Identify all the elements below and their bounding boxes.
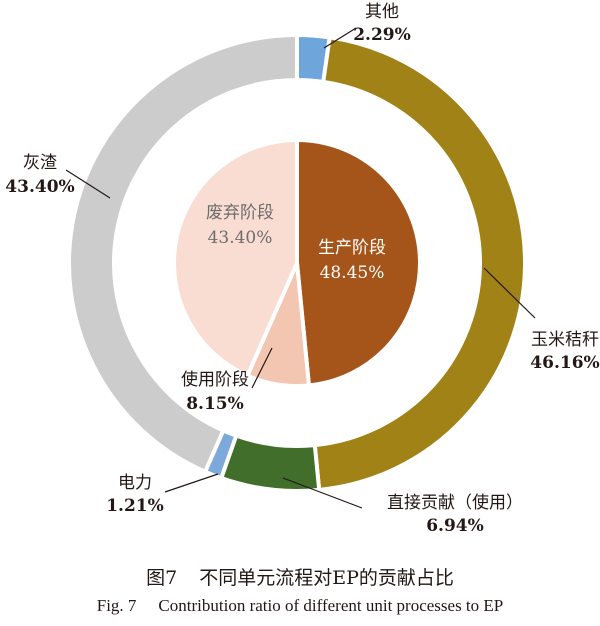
outer-label-name-1: 玉米秸秆 <box>531 330 599 350</box>
outer-leader-0 <box>323 27 357 49</box>
outer-ring <box>67 32 527 493</box>
caption-en-number: Fig. 7 <box>96 596 137 615</box>
outer-leader-3 <box>164 473 219 493</box>
caption-cn-number: 图7 <box>146 567 178 589</box>
slice-labels: 其他 2.29% 玉米秸秆 46.16% 直接贡献（使用） 6.94% 电力 1.21% 灰渣 4… <box>5 2 599 536</box>
outer-label-value-0: 2.29% <box>353 25 411 45</box>
figure-caption-chinese: 图7 不同单元流程对EP的贡献占比 <box>0 563 600 590</box>
outer-leader-4 <box>65 169 111 199</box>
inner-pie <box>172 137 422 388</box>
inner-slice-0 <box>295 137 422 388</box>
outer-leader-1 <box>483 267 536 319</box>
outer-slice-4 <box>67 32 299 475</box>
outer-label-value-4: 43.40% <box>5 177 74 197</box>
outer-label-value-1: 46.16% <box>530 353 599 373</box>
outer-slice-1 <box>312 35 527 493</box>
donut-chart: 其他 2.29% 玉米秸秆 46.16% 直接贡献（使用） 6.94% 电力 1.21% 灰渣 4… <box>5 2 599 536</box>
outer-label-name-3: 电力 <box>118 473 152 493</box>
inner-label-name-0: 生产阶段 <box>318 238 386 258</box>
inner-label-name-1: 使用阶段 <box>181 369 249 390</box>
inner-label-name-2: 废弃阶段 <box>206 203 274 223</box>
leader-lines <box>65 27 536 509</box>
caption-cn-text: 不同单元流程对EP的贡献占比 <box>199 567 454 589</box>
inner-label-value-2: 43.40% <box>208 228 273 248</box>
outer-slice-2 <box>218 433 322 493</box>
caption-en-text: Contribution ratio of different unit pro… <box>158 596 504 615</box>
inner-label-value-0: 48.45% <box>320 263 385 283</box>
outer-leader-2 <box>282 477 363 509</box>
outer-label-name-2: 直接贡献（使用） <box>387 492 523 513</box>
outer-label-value-2: 6.94% <box>426 516 484 536</box>
inner-slice-2 <box>172 137 299 379</box>
inner-label-value-1: 8.15% <box>186 394 244 414</box>
outer-label-name-0: 其他 <box>365 2 399 22</box>
inner-leader-1 <box>251 347 273 389</box>
figure-caption-english: Fig. 7 Contribution ratio of different un… <box>0 596 600 616</box>
outer-label-value-3: 1.21% <box>106 496 164 516</box>
outer-label-name-4: 灰渣 <box>23 153 57 173</box>
